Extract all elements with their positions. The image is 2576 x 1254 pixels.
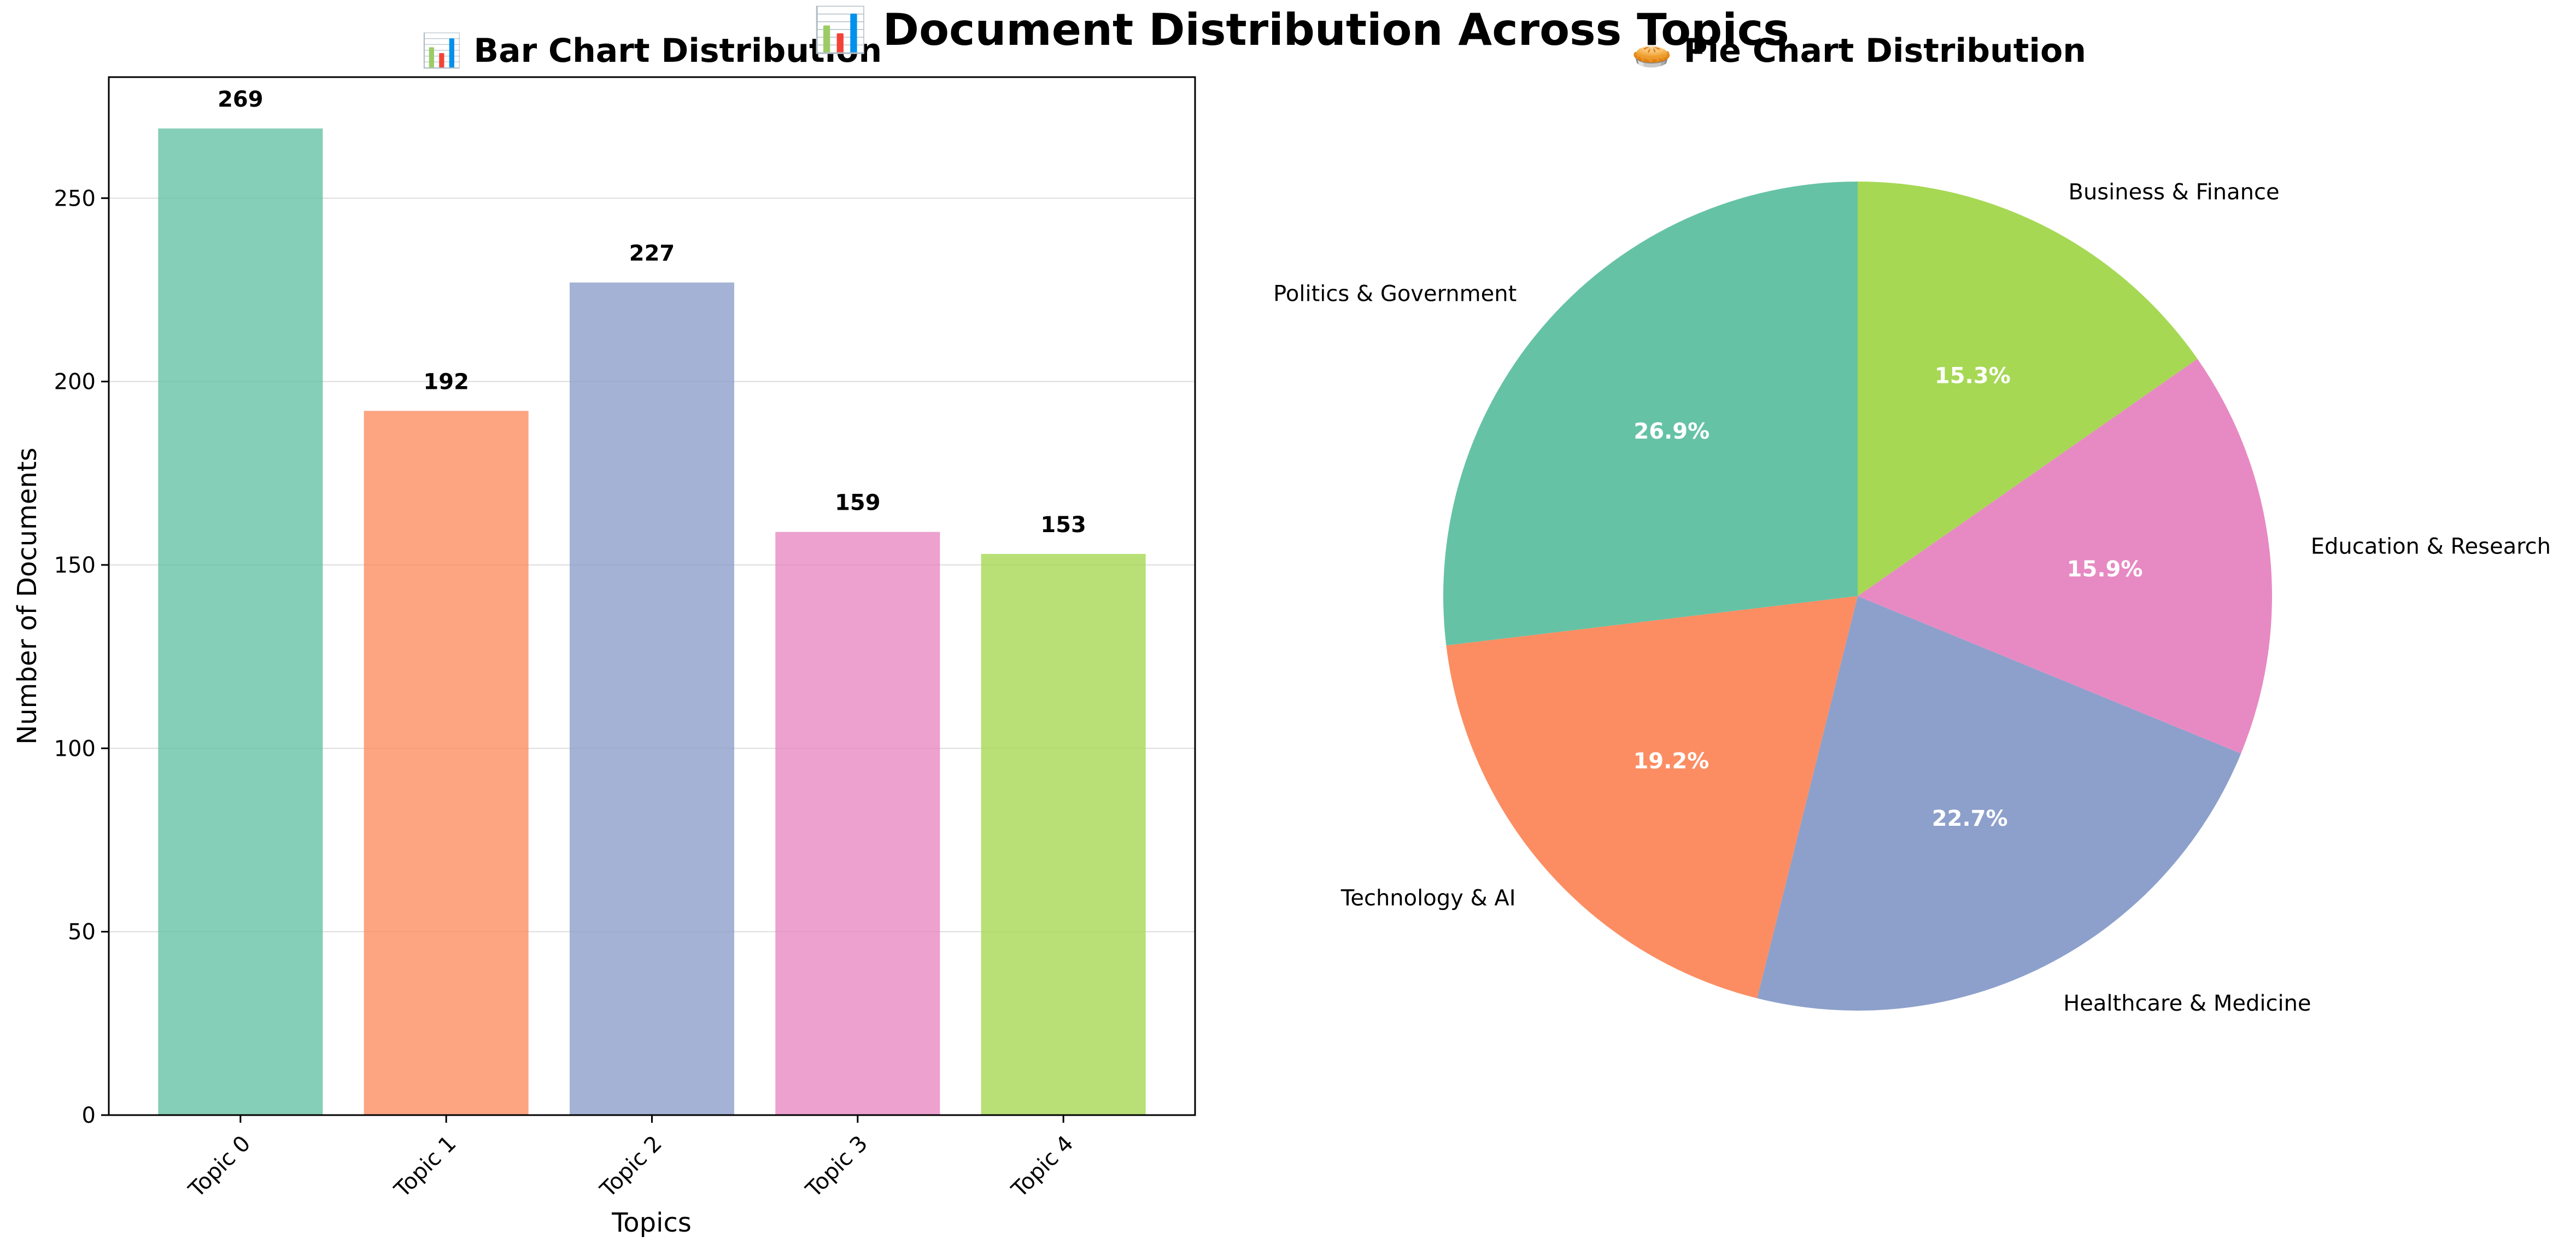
pie-percent-label: 26.9% xyxy=(1634,419,1709,444)
pie-percent-label: 15.3% xyxy=(1935,364,2011,389)
pie-chart-title: 🥧 Pie Chart Distribution xyxy=(1631,32,2086,70)
pie-slice-3 xyxy=(1858,359,2272,754)
bar-2 xyxy=(569,282,735,1116)
bar-series xyxy=(158,128,1146,1116)
pie-label: Technology & AI xyxy=(1340,885,1516,911)
bar-0 xyxy=(158,128,323,1115)
pie-percent-label: 19.2% xyxy=(1633,749,1709,774)
bar-value-labels: 269 192 227 159 153 xyxy=(218,87,1086,538)
bar-y-tick-label: 200 xyxy=(54,370,96,395)
pie-label: Politics & Government xyxy=(1273,282,1517,307)
bar-x-axis-label: Topics xyxy=(611,1208,692,1238)
bar-1 xyxy=(364,411,529,1115)
bar-value-label: 192 xyxy=(423,369,469,394)
pie-label: Business & Finance xyxy=(2069,180,2280,205)
bar-y-tick-label: 150 xyxy=(54,553,96,578)
bar-y-tick-label: 250 xyxy=(54,186,96,211)
pie-slice-2 xyxy=(1757,596,2241,1011)
pie-percent-label: 15.9% xyxy=(2067,557,2143,582)
pie-percent-label: 22.7% xyxy=(1932,806,2008,831)
pie-slice-4 xyxy=(1858,182,2198,596)
pie-category-labels: Politics & Government Technology & AI Heal… xyxy=(1273,180,2551,1016)
bar-y-axis-ticks: 0 50 100 150 200 250 xyxy=(54,186,109,1128)
pie-label: Healthcare & Medicine xyxy=(2063,991,2311,1016)
bar-3 xyxy=(775,532,940,1115)
pie-label: Education & Research xyxy=(2311,534,2551,559)
figure-title: 📊 Document Distribution Across Topics xyxy=(813,4,1789,55)
pie-slice-0 xyxy=(1443,182,1858,646)
bar-chart-title: 📊 Bar Chart Distribution xyxy=(421,32,882,70)
bar-value-label: 159 xyxy=(835,491,881,516)
bar-y-tick-label: 0 xyxy=(82,1103,96,1128)
bar-y-axis-label: Number of Documents xyxy=(12,447,43,744)
pie-percent-labels: 26.9% 19.2% 22.7% 15.9% 15.3% xyxy=(1633,364,2142,831)
bar-value-label: 153 xyxy=(1040,512,1086,538)
pie-chart-panel: Politics & Government Technology & AI Heal… xyxy=(1273,32,2551,1016)
pie-slice-1 xyxy=(1446,596,1858,999)
bar-y-tick-label: 100 xyxy=(54,736,96,761)
bar-4 xyxy=(981,553,1146,1115)
pie-slices xyxy=(1443,182,2272,1011)
bar-value-label: 227 xyxy=(629,241,675,266)
bar-y-tick-label: 50 xyxy=(68,920,96,945)
bar-value-label: 269 xyxy=(218,87,264,112)
